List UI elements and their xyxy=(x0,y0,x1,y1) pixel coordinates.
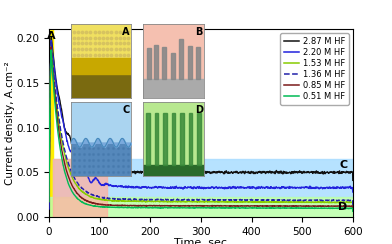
Bar xyxy=(196,47,200,79)
Text: B: B xyxy=(195,27,202,37)
Legend: 2.87 M HF, 2.20 M HF, 1.53 M HF, 1.36 M HF, 0.85 M HF, 0.51 M HF: 2.87 M HF, 2.20 M HF, 1.53 M HF, 1.36 M … xyxy=(280,33,348,104)
Bar xyxy=(147,48,151,79)
Text: B: B xyxy=(73,148,81,158)
Bar xyxy=(163,113,167,165)
Bar xyxy=(71,58,131,74)
Bar xyxy=(171,53,175,79)
Bar xyxy=(143,79,204,98)
Text: C: C xyxy=(339,160,348,170)
Text: D: D xyxy=(338,202,348,212)
Bar xyxy=(146,113,150,165)
Bar xyxy=(179,39,183,79)
Bar xyxy=(180,113,184,165)
Text: D: D xyxy=(195,105,203,115)
Bar xyxy=(143,165,204,176)
Text: A: A xyxy=(47,31,55,41)
Text: C: C xyxy=(122,105,129,115)
Bar xyxy=(197,113,201,165)
Bar xyxy=(162,47,166,79)
Text: A: A xyxy=(122,27,130,37)
Bar xyxy=(188,46,192,79)
Bar xyxy=(172,113,175,165)
Bar xyxy=(189,113,192,165)
Bar xyxy=(154,45,158,79)
Bar xyxy=(71,143,131,176)
Bar xyxy=(154,113,158,165)
Y-axis label: Current density, A.cm⁻²: Current density, A.cm⁻² xyxy=(5,61,15,185)
Bar xyxy=(71,74,131,98)
X-axis label: Time, sec: Time, sec xyxy=(174,238,227,244)
Bar xyxy=(49,29,53,217)
